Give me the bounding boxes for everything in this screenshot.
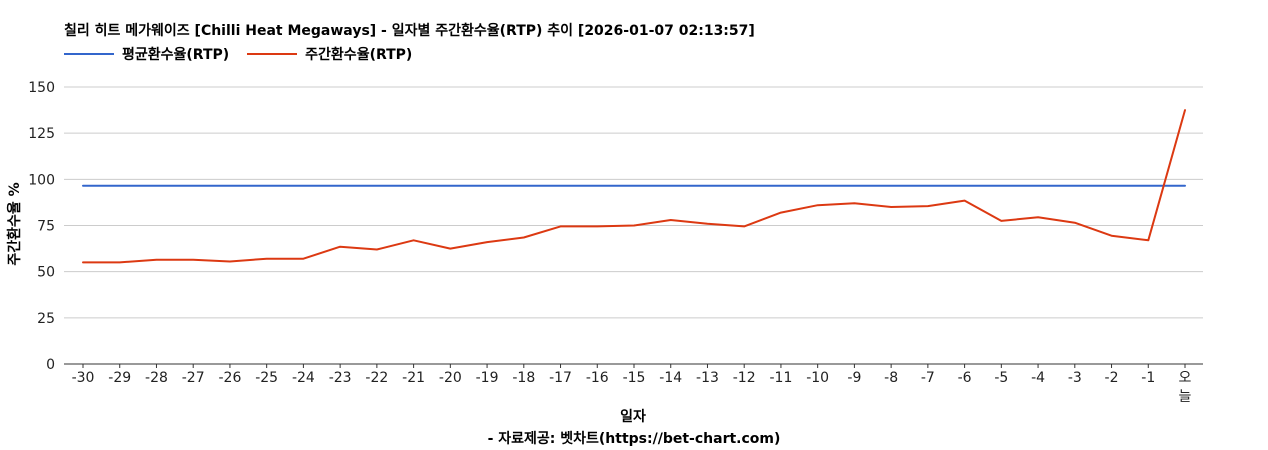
- legend-label-average: 평균환수율(RTP): [122, 47, 230, 63]
- y-tick-label: 100: [28, 172, 55, 188]
- x-tick-label: -29: [108, 370, 131, 386]
- x-tick-label: -24: [292, 370, 315, 386]
- x-tick-label: -26: [218, 370, 241, 386]
- y-tick-label: 75: [37, 219, 55, 235]
- x-tick-label: -5: [994, 370, 1008, 386]
- y-axis-title: 주간환수율 %: [6, 182, 23, 265]
- axes: 0 25 50 75 100 125 150 -30 -29 -28 -27 -26 -25 -24 -23…: [28, 80, 1203, 405]
- x-tick-label: -1: [1141, 370, 1155, 386]
- x-axis-title: 일자: [620, 409, 646, 425]
- x-tick-label: -7: [921, 370, 935, 386]
- legend-swatch-average: [64, 53, 114, 55]
- y-tick-label: 25: [37, 311, 55, 327]
- x-tick-label: -6: [958, 370, 972, 386]
- x-tick-label: -30: [72, 370, 95, 386]
- x-tick-label: -12: [733, 370, 756, 386]
- x-tick-label: -28: [145, 370, 168, 386]
- series-lines: [82, 109, 1186, 264]
- x-tick-label: -22: [365, 370, 388, 386]
- x-tick-label: 늘: [1179, 389, 1192, 405]
- x-tick-label: -4: [1031, 370, 1045, 386]
- x-tick-label: -20: [439, 370, 462, 386]
- chart-title: 칠리 히트 메가웨이즈 [Chilli Heat Megaways] - 일자별…: [64, 23, 755, 39]
- x-tick-label: -13: [696, 370, 719, 386]
- x-tick-label: -19: [476, 370, 499, 386]
- x-tick-label: -8: [884, 370, 898, 386]
- legend-label-weekly: 주간환수율(RTP): [305, 47, 413, 63]
- x-tick-label: -25: [255, 370, 278, 386]
- x-tick-label: -18: [512, 370, 535, 386]
- x-tick-label: -15: [623, 370, 646, 386]
- x-tick-label: -27: [182, 370, 205, 386]
- x-tick-label: -9: [847, 370, 861, 386]
- x-tick-label: 오: [1179, 370, 1192, 386]
- y-tick-label: 150: [28, 80, 55, 96]
- x-tick-label: -17: [549, 370, 572, 386]
- x-tick-label: -11: [769, 370, 792, 386]
- x-tick-label: -3: [1068, 370, 1082, 386]
- y-tick-label: 0: [46, 357, 55, 373]
- legend-item-weekly[interactable]: 주간환수율(RTP): [247, 44, 412, 64]
- x-tick-label: -14: [659, 370, 682, 386]
- source-credit: - 자료제공: 벳차트(https://bet-chart.com): [487, 431, 781, 447]
- x-tick-label: -2: [1105, 370, 1119, 386]
- x-tick-label: -21: [402, 370, 425, 386]
- y-tick-label: 125: [28, 126, 55, 142]
- gridlines: [64, 86, 1203, 319]
- legend: 평균환수율(RTP) 주간환수율(RTP): [64, 44, 430, 64]
- x-tick-label: -23: [329, 370, 352, 386]
- x-tick-label: -10: [806, 370, 829, 386]
- legend-swatch-weekly: [247, 53, 298, 55]
- y-tick-label: 50: [37, 265, 55, 281]
- legend-item-average[interactable]: 평균환수율(RTP): [64, 44, 229, 64]
- x-tick-label: -16: [586, 370, 609, 386]
